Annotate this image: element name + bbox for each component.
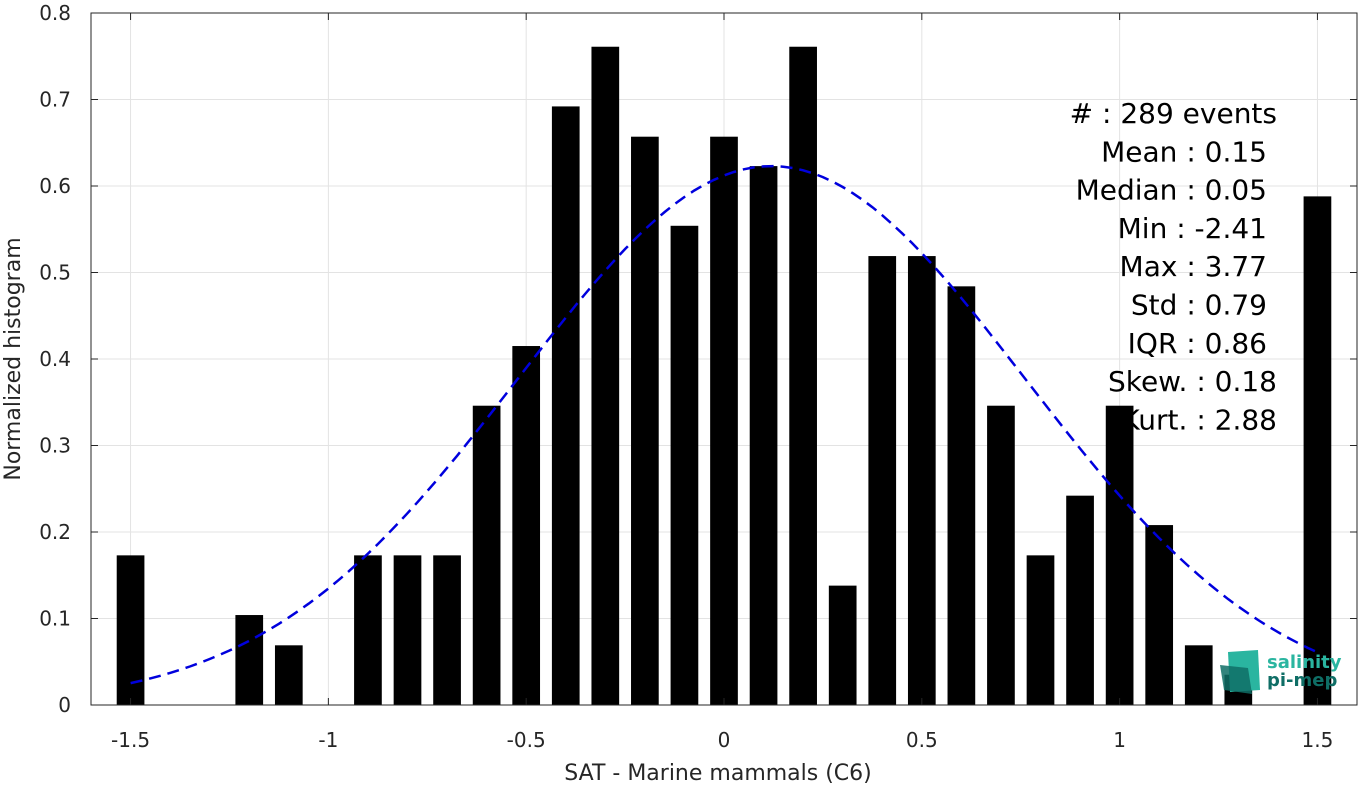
- bar-11: [551, 106, 580, 706]
- bar-18: [828, 585, 857, 705]
- x-tick-label-2: -0.5: [507, 728, 546, 752]
- stat-line-0: # : 289 events: [1070, 97, 1277, 130]
- bar-15: [710, 136, 738, 705]
- y-tick-label-8: 0.8: [39, 1, 71, 25]
- bar-12: [591, 46, 620, 706]
- stat-line-8: Kurt. : 2.88: [1121, 403, 1277, 436]
- y-tick-label-6: 0.6: [39, 174, 71, 198]
- bar-7: [393, 555, 422, 705]
- y-tick-label-1: 0.1: [39, 607, 71, 631]
- x-axis-ticks: -1.5 -1 -0.5 0 0.5 1 1.5: [111, 13, 1333, 752]
- stat-line-7: Skew. : 0.18: [1108, 365, 1277, 398]
- x-axis-label: SAT - Marine mammals (C6): [564, 761, 872, 785]
- x-tick-label-4: 0.5: [906, 728, 938, 752]
- y-tick-label-2: 0.2: [39, 520, 71, 544]
- stat-line-4: Max : 3.77: [1120, 250, 1267, 283]
- bar-19: [868, 256, 897, 705]
- bar-22: [987, 405, 1015, 705]
- stat-line-5: Std : 0.79: [1131, 289, 1267, 322]
- x-tick-label-1: -1: [318, 728, 338, 752]
- bar-13: [631, 136, 659, 705]
- bar-20: [907, 256, 936, 705]
- bar-3: [235, 615, 264, 705]
- bar-26: [1145, 525, 1174, 705]
- logo-shape-front: [1220, 665, 1252, 694]
- x-tick-label-6: 1.5: [1302, 728, 1334, 752]
- bar-9: [472, 405, 501, 705]
- bar-27: [1184, 645, 1213, 705]
- bar-16: [749, 166, 778, 706]
- bar-14: [670, 225, 699, 706]
- y-tick-label-0: 0: [58, 693, 71, 717]
- salinity-pimep-logo: salinity pi-mep: [1220, 650, 1342, 694]
- y-tick-label-4: 0.4: [39, 347, 71, 371]
- bar-4: [274, 645, 303, 705]
- x-tick-label-5: 1: [1113, 728, 1126, 752]
- logo-line2: pi-mep: [1267, 670, 1337, 691]
- logo-line1: salinity: [1267, 652, 1342, 673]
- stat-line-3: Min : -2.41: [1118, 212, 1267, 245]
- bar-23: [1026, 555, 1055, 705]
- statistics-box: # : 289 events Mean : 0.15 Median : 0.05 Mi…: [1070, 97, 1277, 436]
- y-axis-ticks: 0 0.1 0.2 0.3 0.4 0.5 0.6 0.7 0.8: [39, 1, 1357, 717]
- x-tick-label-3: 0: [718, 728, 731, 752]
- stat-line-2: Median : 0.05: [1076, 174, 1267, 207]
- y-axis-label: Normalized histogram: [1, 237, 26, 480]
- y-tick-label-7: 0.7: [39, 88, 71, 112]
- stat-line-1: Mean : 0.15: [1101, 135, 1267, 168]
- bar-8: [433, 555, 461, 705]
- bar-10: [512, 346, 541, 705]
- x-tick-label-0: -1.5: [111, 728, 150, 752]
- bar-6: [354, 555, 382, 705]
- y-tick-label-5: 0.5: [39, 261, 71, 285]
- bar-21: [947, 286, 976, 705]
- histogram-bars: [116, 46, 1332, 706]
- bar-29: [1303, 196, 1332, 705]
- gaussian-fit-curve: [130, 164, 1318, 685]
- bar-25: [1105, 405, 1134, 705]
- bar-17: [789, 46, 817, 706]
- stat-line-6: IQR : 0.86: [1128, 327, 1267, 360]
- bar-24: [1066, 495, 1094, 705]
- y-tick-label-3: 0.3: [39, 434, 71, 458]
